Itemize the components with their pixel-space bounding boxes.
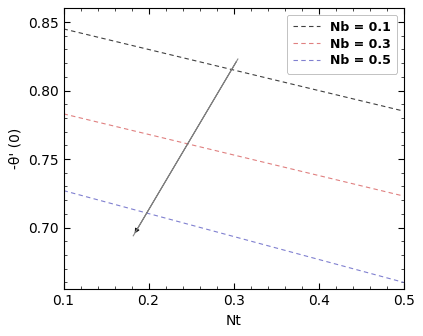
Nb = 0.3 [245, 156, 250, 160]
Nb = 0.1 [222, 66, 228, 70]
Nb = 0.1 [264, 76, 269, 80]
Nb = 0.5 [393, 278, 398, 282]
X-axis label: Nt: Nt [226, 314, 242, 328]
Nb = 0.5 [225, 233, 230, 237]
Nb = 0.3 [61, 112, 66, 116]
Y-axis label: -θ' (0): -θ' (0) [8, 128, 22, 169]
Line: Nb = 0.5: Nb = 0.5 [63, 191, 404, 282]
Line: Nb = 0.1: Nb = 0.1 [63, 29, 404, 111]
Nb = 0.1 [225, 67, 230, 71]
Nb = 0.5 [264, 243, 269, 247]
Nb = 0.3 [222, 151, 228, 155]
Nb = 0.5 [245, 238, 250, 242]
Line: Nb = 0.3: Nb = 0.3 [63, 114, 404, 196]
Nb = 0.5 [222, 232, 228, 236]
Nb = 0.3 [340, 179, 345, 183]
Nb = 0.3 [401, 194, 406, 198]
Nb = 0.1 [61, 27, 66, 31]
Nb = 0.3 [393, 192, 398, 196]
Nb = 0.1 [401, 109, 406, 113]
Nb = 0.1 [393, 107, 398, 111]
Nb = 0.5 [61, 188, 66, 193]
Nb = 0.1 [245, 71, 250, 75]
Nb = 0.1 [340, 94, 345, 98]
Nb = 0.3 [225, 152, 230, 156]
Nb = 0.5 [401, 280, 406, 284]
Nb = 0.5 [340, 264, 345, 268]
Nb = 0.3 [264, 161, 269, 165]
Legend: Nb = 0.1, Nb = 0.3, Nb = 0.5: Nb = 0.1, Nb = 0.3, Nb = 0.5 [287, 14, 398, 74]
